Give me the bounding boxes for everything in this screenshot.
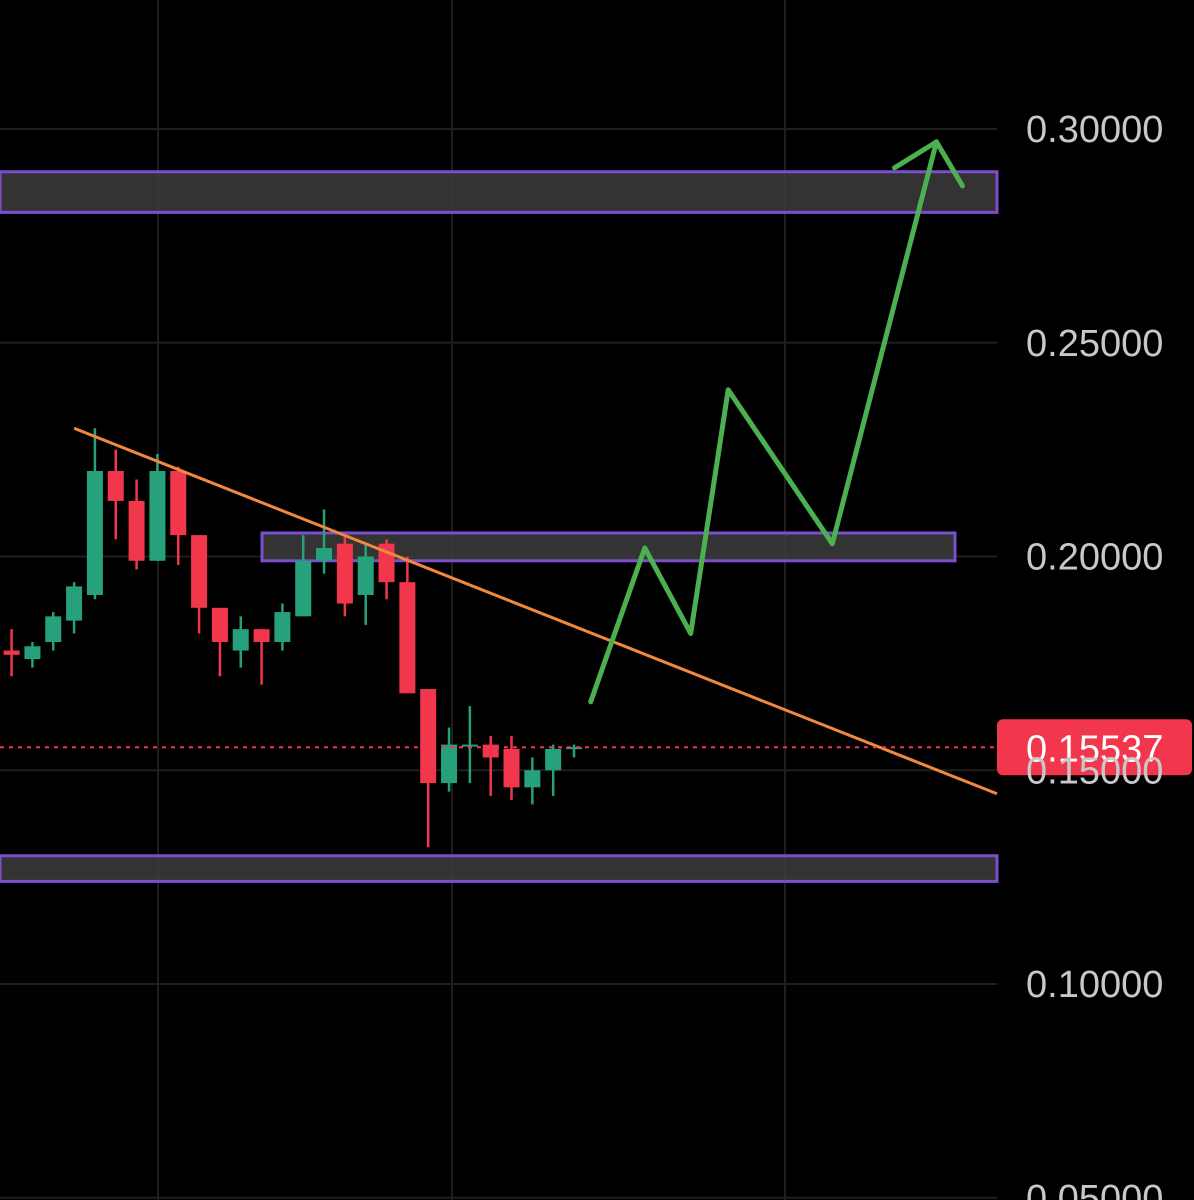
candle-body — [128, 500, 145, 561]
candle-body — [420, 689, 437, 784]
candle-25 — [524, 757, 541, 805]
candle-1 — [24, 642, 41, 668]
candle-body — [357, 556, 374, 595]
upper-resistance-zone — [0, 170, 999, 214]
candle-11 — [232, 616, 249, 668]
candle-body — [191, 535, 208, 608]
candle-body — [66, 586, 83, 621]
last-price-label: 0.15537 — [1026, 728, 1163, 770]
candle-2 — [45, 612, 62, 651]
candle-27 — [566, 744, 583, 758]
projection-layer — [588, 139, 965, 705]
trendline-layer — [73, 426, 998, 796]
candle-body — [107, 471, 124, 501]
candle-24 — [503, 736, 520, 801]
candle-15 — [316, 509, 333, 574]
candle-body — [524, 770, 541, 788]
candle-5 — [107, 449, 124, 540]
candle-body — [295, 560, 312, 617]
y-tick-label: 0.20000 — [1026, 537, 1163, 579]
candle-14 — [295, 535, 312, 617]
candle-22 — [461, 706, 478, 784]
projected-price-path — [588, 139, 939, 705]
candle-4 — [86, 428, 103, 600]
projection-arrow-head — [891, 139, 965, 189]
candle-body — [441, 744, 458, 784]
candle-body — [274, 612, 291, 642]
candle-0 — [3, 629, 20, 677]
y-tick-label: 0.10000 — [1026, 964, 1163, 1006]
candle-body — [45, 616, 62, 642]
candle-17 — [357, 543, 374, 625]
descending-trendline — [73, 426, 998, 796]
y-tick-label: 0.25000 — [1026, 323, 1163, 365]
price-axis[interactable]: 0.30000 0.25000 0.20000 0.15000 0.10000 0.050… — [1026, 109, 1163, 1200]
candles — [3, 428, 583, 848]
y-tick-label: 0.15000 — [1026, 750, 1163, 792]
candle-26 — [545, 744, 562, 796]
last-price-tag — [997, 719, 1192, 776]
last-price-layer: 0.15537 — [0, 719, 1192, 776]
candle-body — [336, 543, 353, 604]
candle-body — [24, 646, 41, 660]
candle-body — [170, 471, 187, 536]
candle-7 — [149, 453, 166, 561]
candle-8 — [170, 466, 187, 566]
candle-10 — [211, 607, 228, 677]
candle-16 — [336, 535, 353, 617]
candle-12 — [253, 629, 270, 685]
candle-body — [211, 607, 228, 642]
candle-body — [149, 471, 166, 561]
candle-body — [232, 629, 249, 651]
candle-body — [253, 629, 270, 642]
candle-3 — [66, 582, 83, 634]
candle-19 — [399, 556, 416, 694]
candle-body — [86, 471, 103, 595]
candle-body — [545, 748, 562, 771]
y-tick-label: 0.05000 — [1026, 1178, 1163, 1200]
candle-9 — [191, 535, 208, 634]
candle-21 — [441, 727, 458, 792]
candle-6 — [128, 479, 145, 570]
candle-body — [461, 744, 478, 747]
candle-body — [503, 748, 520, 788]
candle-body — [3, 650, 20, 655]
y-tick-label: 0.30000 — [1026, 109, 1163, 151]
candle-body — [316, 547, 333, 561]
candle-20 — [420, 689, 437, 848]
candle-body — [399, 582, 416, 694]
candle-body — [566, 747, 583, 750]
support-zone — [0, 854, 999, 883]
candle-13 — [274, 603, 291, 651]
